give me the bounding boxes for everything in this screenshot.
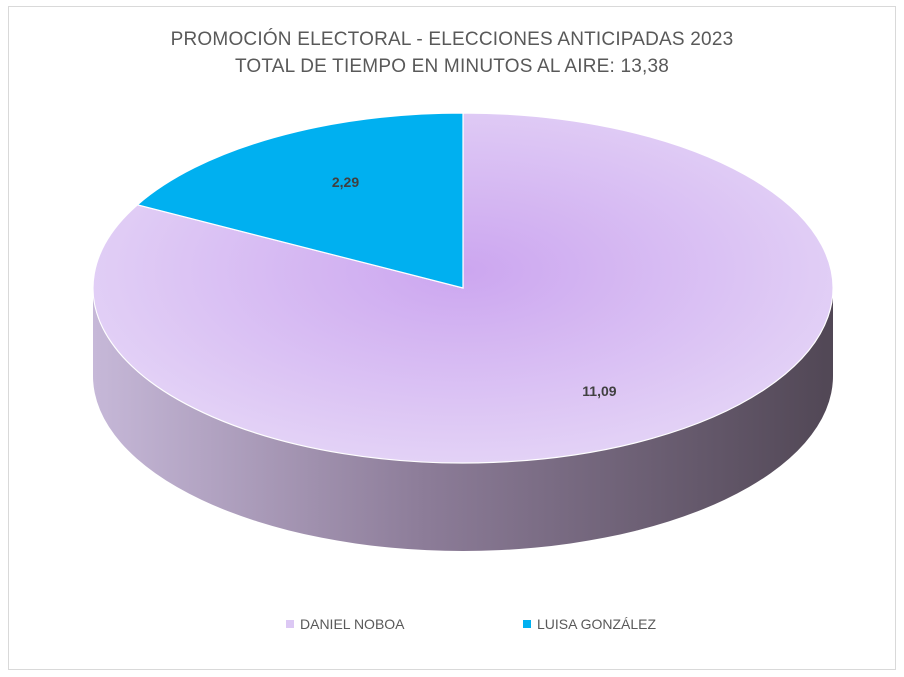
chart-title: PROMOCIÓN ELECTORAL - ELECCIONES ANTICIP… bbox=[170, 29, 734, 50]
chart-title-block: PROMOCIÓN ELECTORAL - ELECCIONES ANTICIP… bbox=[0, 26, 904, 80]
data-label: 2,29 bbox=[332, 174, 359, 190]
pie-side-wall bbox=[93, 288, 833, 551]
legend-swatch bbox=[286, 620, 294, 628]
pie-slice-luisa-gonzález bbox=[136, 112, 464, 289]
legend-swatch bbox=[523, 620, 531, 628]
legend-label: LUISA GONZÁLEZ bbox=[537, 616, 657, 632]
chart-subtitle: TOTAL DE TIEMPO EN MINUTOS AL AIRE: 13,3… bbox=[234, 56, 670, 77]
legend-item-daniel-noboa: DANIEL NOBOA bbox=[286, 616, 405, 632]
legend-label: DANIEL NOBOA bbox=[300, 616, 405, 632]
legend-item-luisa-gonzalez: LUISA GONZÁLEZ bbox=[523, 616, 656, 632]
data-label: 11,09 bbox=[582, 383, 616, 399]
chart-legend: DANIEL NOBOA LUISA GONZÁLEZ bbox=[0, 616, 904, 640]
